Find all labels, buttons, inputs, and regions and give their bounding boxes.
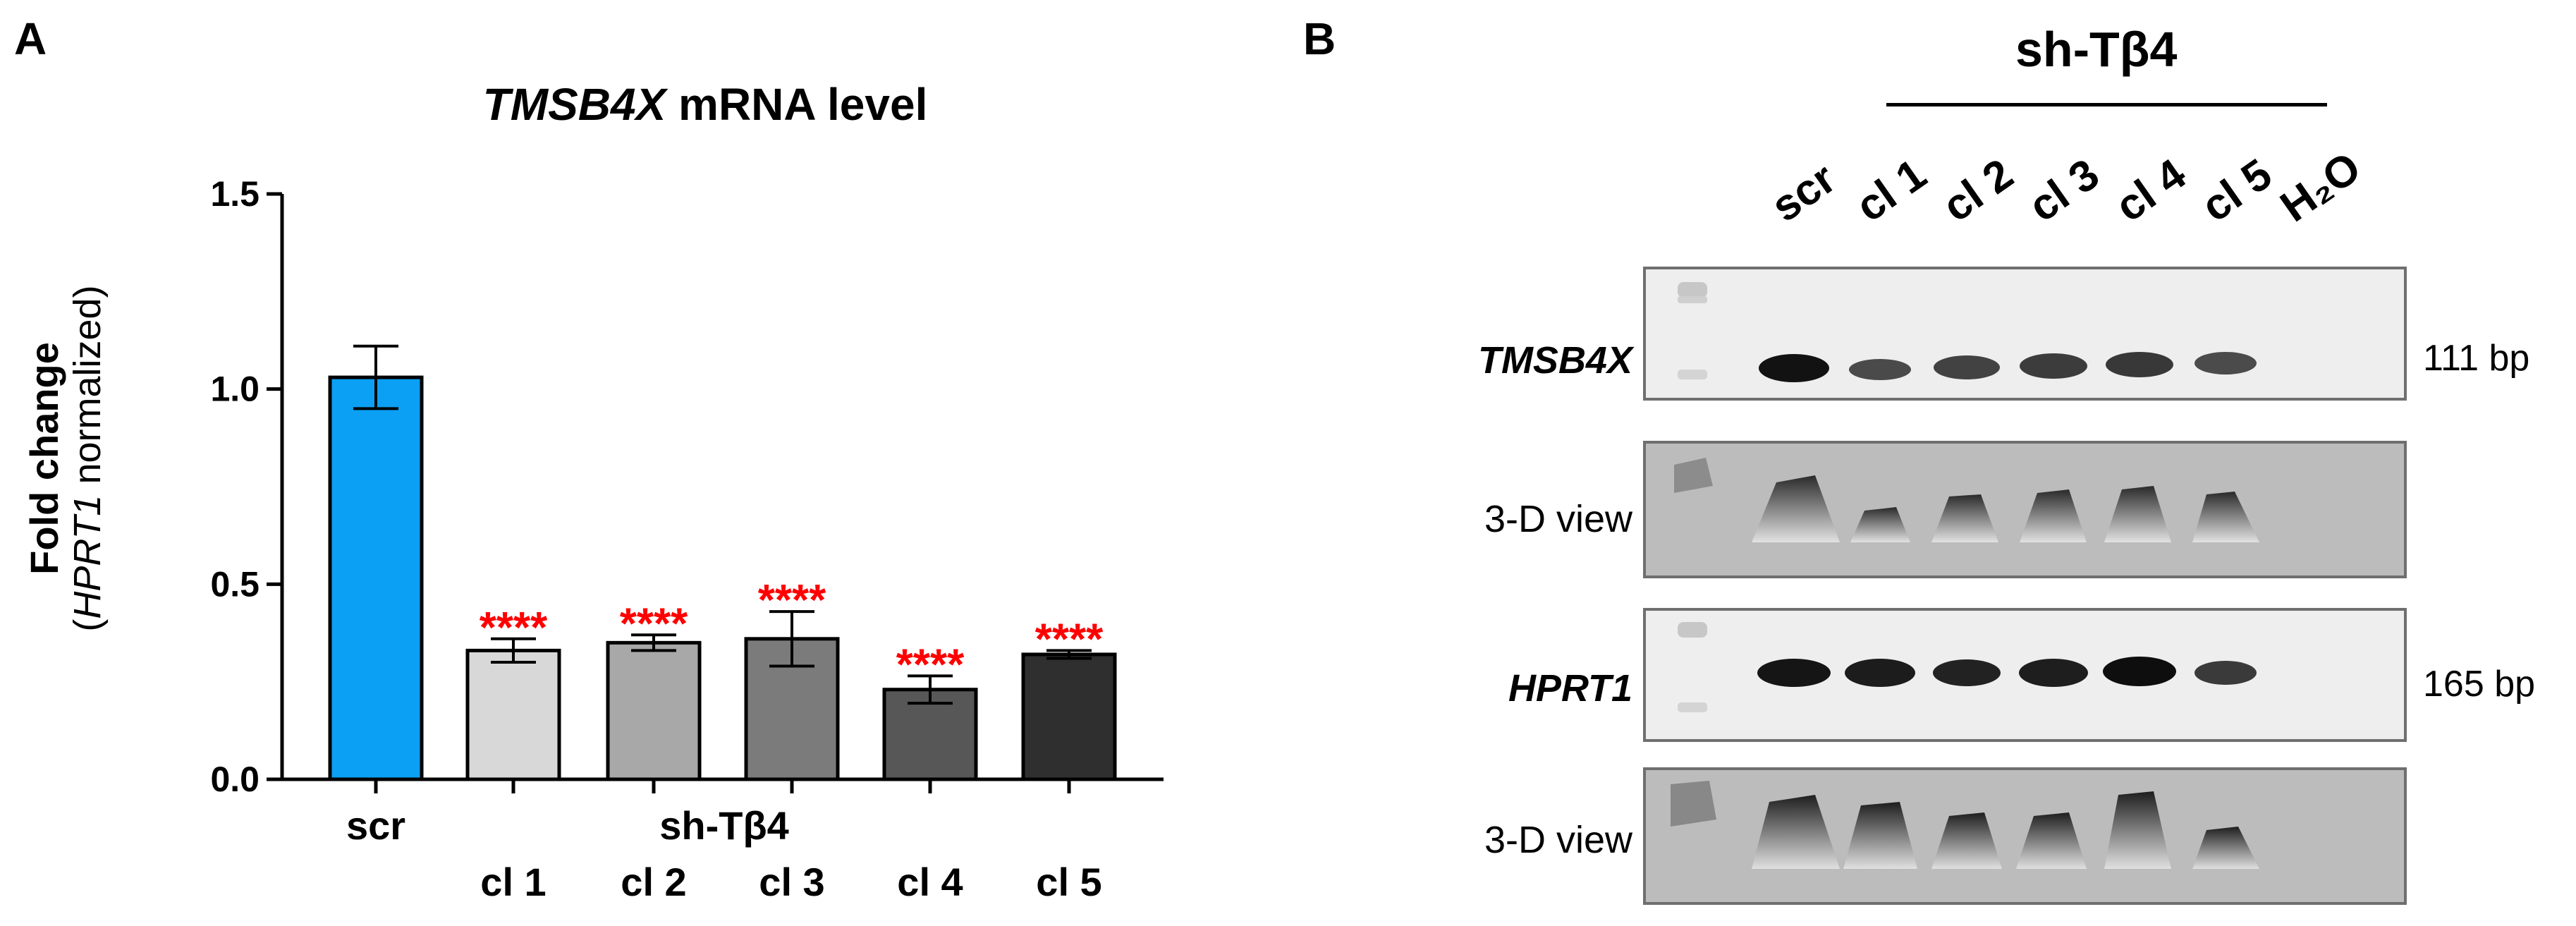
significance-label: **** (1035, 615, 1104, 664)
gel-band (2103, 657, 2176, 686)
gel-band (2106, 352, 2173, 377)
ladder-band (1678, 622, 1707, 638)
gel-peak (2192, 827, 2259, 869)
gel-peak (1752, 475, 1840, 542)
y-axis-label: Fold change (HPRT1 normalized) (22, 285, 109, 631)
bar (1021, 652, 1117, 781)
gel-bands-hprt1 (1678, 622, 2257, 712)
bar (744, 637, 840, 781)
gel-peak (1850, 507, 1910, 542)
ladder-band (1678, 702, 1707, 712)
gel-peak (2016, 812, 2087, 869)
x-category-label: cl 5 (1036, 860, 1101, 904)
gel-band (2195, 661, 2257, 685)
ladder-band (1678, 296, 1707, 303)
gel-band (1849, 359, 1911, 380)
gel-row-label-3d-1: 3-D view (1484, 498, 1632, 540)
chart-title: TMSB4X mRNA level (483, 79, 928, 130)
y-tick-label: 0.0 (210, 760, 260, 799)
gel-lane-label: cl 1 (1847, 150, 1936, 232)
gel-lane-label: cl 2 (1934, 150, 2022, 232)
gel-3d-view-hprt1 (1643, 767, 2407, 905)
y-axis-label-gene: HPRT1 (66, 495, 109, 619)
chart-title-rest: mRNA level (666, 79, 927, 130)
ladder-band (1678, 370, 1707, 379)
gel-image-hprt1 (1643, 608, 2407, 742)
x-category-label: cl 4 (897, 860, 963, 904)
gel-band (1934, 355, 2000, 379)
significance-label: **** (480, 604, 548, 652)
gel-peak (2104, 486, 2171, 542)
bar (328, 375, 424, 781)
bar-chart: TMSB4X mRNA level Fold change (HPRT1 nor… (22, 79, 1164, 904)
gel-peak (2020, 489, 2087, 542)
gel-lane-label: cl 3 (2020, 150, 2108, 232)
gel-peak (1931, 812, 2002, 869)
gel-band (2195, 352, 2257, 374)
y-axis-label-sub: (HPRT1 normalized) (66, 285, 109, 631)
significance-label: **** (758, 576, 826, 625)
gel-lane-label: H₂O (2271, 142, 2370, 232)
gel-band (1933, 659, 2001, 686)
gel-bp-165: 165 bp (2423, 664, 2536, 705)
y-tick-label: 1.5 (210, 174, 260, 214)
gel-group-label: sh-Tβ4 (2015, 22, 2178, 77)
gel-peak (1931, 494, 1998, 542)
gel-band (2020, 353, 2087, 379)
gel-bp-111: 111 bp (2423, 338, 2530, 379)
gel-3d-surface-tmsb4x (1674, 458, 2259, 542)
y-axis-label-rest: normalized) (66, 285, 109, 494)
chart-title-gene: TMSB4X (483, 79, 669, 130)
gel-row-label-3d-2: 3-D view (1484, 819, 1632, 861)
gel-peak (1843, 802, 1917, 869)
gel-lane-label: cl 5 (2192, 150, 2281, 232)
gel-lane-label: scr (1762, 154, 1845, 232)
gel-image-tmsb4x (1643, 267, 2407, 401)
panel-b-label: B (1303, 13, 1336, 64)
x-group-label: sh-Tβ4 (659, 803, 789, 848)
y-axis-label-main: Fold change (22, 342, 66, 575)
x-category-label: cl 1 (480, 860, 546, 904)
bars: **** **** **** **** **** (328, 344, 1117, 781)
x-category-label: cl 2 (621, 860, 686, 904)
gel-row-label-tmsb4x: TMSB4X (1477, 339, 1632, 382)
x-category-label: cl 3 (759, 860, 824, 904)
gel-band (1759, 354, 1829, 382)
bar (882, 688, 978, 781)
gel-3d-surface-hprt1 (1671, 781, 2259, 869)
bar (465, 648, 561, 781)
significance-label: **** (620, 599, 688, 648)
bar (606, 640, 702, 781)
gel-3d-view-tmsb4x (1643, 441, 2407, 578)
gel-band (1757, 659, 1831, 687)
ladder-ridge (1674, 458, 1713, 493)
gel-row-label-hprt1: HPRT1 (1508, 667, 1632, 709)
x-category-label: scr (346, 803, 405, 848)
y-axis-label-open: ( (66, 619, 109, 632)
y-tick-label: 1.0 (210, 370, 260, 409)
ladder-band (1678, 282, 1707, 298)
gel-peak (2192, 492, 2259, 542)
panel-a-label: A (14, 13, 47, 64)
significance-label: **** (896, 640, 965, 689)
gel-band (2019, 659, 2088, 687)
ladder-ridge (1671, 781, 1716, 827)
gel-peak (2104, 791, 2171, 869)
y-tick-label: 0.5 (210, 564, 260, 604)
gel-peak (1752, 795, 1840, 869)
gel-bands-tmsb4x (1678, 282, 2257, 382)
gel-group-line (1886, 103, 2327, 106)
gel-lane-label: cl 4 (2106, 150, 2195, 232)
gel-band (1845, 659, 1915, 687)
axes: 0.0 0.5 1.0 1.5 scr cl 1 cl 2 cl 3 cl 4 cl 5 (210, 174, 1164, 904)
